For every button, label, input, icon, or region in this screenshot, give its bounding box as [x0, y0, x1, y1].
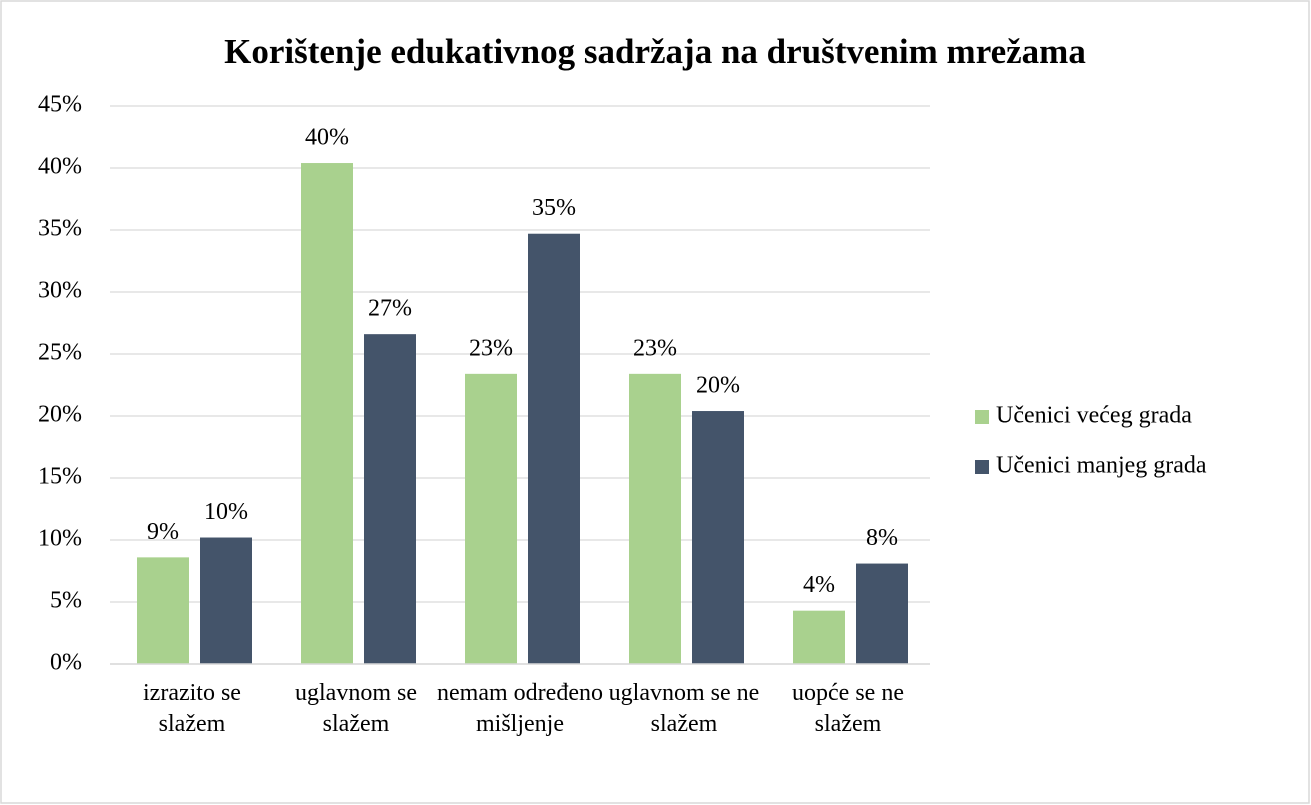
legend-label: Učenici manjeg grada — [996, 453, 1207, 479]
y-tick-label: 15% — [38, 464, 82, 490]
x-tick-label: uopće se ne slažem — [792, 680, 904, 737]
bar — [465, 373, 517, 664]
x-tick-label: uglavnom se slažem — [295, 680, 417, 737]
legend-swatch — [975, 410, 989, 424]
legend-swatch — [975, 460, 989, 474]
bar — [528, 233, 580, 664]
data-label: 35% — [532, 195, 576, 221]
bar — [856, 563, 908, 664]
data-label: 4% — [803, 572, 835, 598]
y-tick-label: 25% — [38, 340, 82, 366]
x-tick-label: izrazito se slažem — [143, 680, 241, 737]
data-label: 9% — [147, 519, 179, 545]
y-tick-label: 30% — [38, 278, 82, 304]
x-tick-label: nemam određeno mišljenje — [437, 680, 603, 737]
chart-title: Korištenje edukativnog sadržaja na društ… — [224, 32, 1086, 71]
bar — [629, 373, 681, 664]
y-tick-label: 40% — [38, 154, 82, 180]
data-label: 40% — [305, 125, 349, 151]
y-tick-label: 0% — [50, 650, 82, 676]
data-label: 20% — [696, 373, 740, 399]
legend-label: Učenici većeg grada — [996, 403, 1192, 429]
y-tick-label: 20% — [38, 402, 82, 428]
bar — [364, 334, 416, 664]
bar — [692, 411, 744, 664]
bar — [793, 610, 845, 664]
data-label: 8% — [866, 525, 898, 551]
y-tick-label: 10% — [38, 526, 82, 552]
bar — [301, 163, 353, 665]
y-tick-label: 35% — [38, 216, 82, 242]
bar — [200, 537, 252, 664]
data-label: 23% — [633, 335, 677, 361]
data-label: 10% — [204, 499, 248, 525]
bar — [137, 557, 189, 664]
y-tick-label: 5% — [50, 588, 82, 614]
data-label: 27% — [368, 296, 412, 322]
data-label: 23% — [469, 335, 513, 361]
x-tick-label: uglavnom se ne slažem — [608, 680, 760, 737]
y-tick-label: 45% — [38, 92, 82, 118]
